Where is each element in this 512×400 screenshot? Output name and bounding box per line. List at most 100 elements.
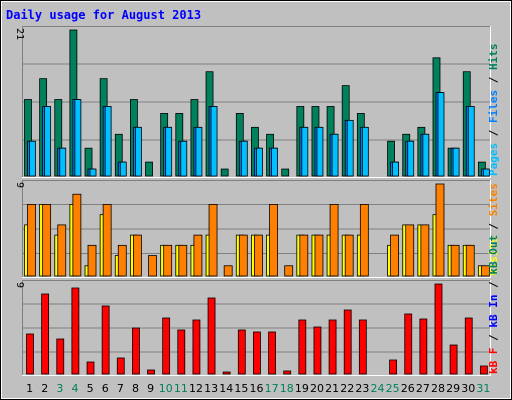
bar-hits-14 bbox=[220, 168, 229, 177]
bar-sites-9 bbox=[148, 255, 157, 277]
bar-sites-31 bbox=[480, 265, 490, 277]
bar-pages-1 bbox=[29, 140, 36, 177]
bar-sites-18 bbox=[284, 265, 294, 277]
x-tick-label: 18 bbox=[280, 382, 294, 395]
bar-kbf-31 bbox=[479, 365, 488, 375]
bar-pages-7 bbox=[119, 161, 127, 177]
legend-entry: kB F bbox=[487, 348, 500, 375]
x-tick-label: 26 bbox=[401, 382, 415, 395]
x-tick-label: 22 bbox=[340, 382, 354, 395]
bar-sites-29 bbox=[450, 244, 460, 277]
bar-sites-17 bbox=[269, 204, 278, 277]
bar-kbf-26 bbox=[404, 313, 413, 375]
bars-bottom bbox=[26, 283, 488, 375]
scale-label: 9 bbox=[14, 282, 25, 288]
x-tick-label: 17 bbox=[265, 382, 279, 395]
x-tick-label: 25 bbox=[386, 382, 400, 395]
bar-sites-2 bbox=[42, 204, 52, 277]
legend-entry: Pages bbox=[487, 143, 500, 176]
bar-sites-23 bbox=[359, 204, 369, 277]
bar-sites-26 bbox=[405, 224, 415, 277]
x-tick-label: 20 bbox=[310, 382, 324, 395]
bar-kbf-16 bbox=[253, 331, 261, 375]
x-tick-label: 5 bbox=[87, 382, 94, 395]
bar-kbf-9 bbox=[147, 369, 155, 375]
legend-entry: / bbox=[487, 275, 500, 295]
panel-middle: 9 Visits / Sites bbox=[14, 180, 500, 278]
bar-sites-22 bbox=[344, 234, 354, 277]
x-tick-label: 30 bbox=[461, 382, 475, 395]
bar-kbf-30 bbox=[464, 317, 473, 375]
bar-kbf-12 bbox=[192, 319, 201, 375]
legend-entry: Sites bbox=[487, 183, 500, 216]
x-tick-label: 27 bbox=[416, 382, 430, 395]
legend: Pages / Files / Hits bbox=[487, 44, 500, 177]
x-tick-label: 19 bbox=[295, 382, 309, 395]
x-tick-label: 10 bbox=[159, 382, 173, 395]
bar-kbf-3 bbox=[56, 338, 65, 375]
x-tick-label: 29 bbox=[446, 382, 460, 395]
bar-sites-8 bbox=[133, 234, 142, 277]
bar-sites-28 bbox=[435, 183, 445, 277]
bar-kbf-6 bbox=[101, 305, 110, 375]
bar-kbf-19 bbox=[298, 319, 307, 375]
legend-entry: kB In bbox=[487, 295, 500, 328]
x-tick-label: 12 bbox=[189, 382, 203, 395]
bar-pages-19 bbox=[301, 126, 309, 177]
bar-pages-25 bbox=[392, 161, 399, 177]
bar-sites-16 bbox=[254, 234, 263, 277]
bar-pages-29 bbox=[452, 147, 460, 177]
panel-bottom: 9 kB F / kB In / kB Out bbox=[14, 235, 500, 376]
bar-sites-5 bbox=[87, 244, 97, 277]
bar-kbf-21 bbox=[328, 319, 337, 375]
x-tick-label: 21 bbox=[325, 382, 339, 395]
bar-pages-17 bbox=[271, 147, 278, 177]
panel-top: 21 Pages / Files / Hits bbox=[14, 26, 500, 178]
bar-kbf-8 bbox=[132, 327, 140, 375]
bar-kbf-18 bbox=[283, 370, 292, 375]
legend-entry: / bbox=[487, 123, 500, 143]
legend: Visits / Sites bbox=[487, 183, 500, 276]
bar-kbf-1 bbox=[26, 333, 34, 375]
bar-pages-8 bbox=[135, 126, 142, 177]
bar-sites-20 bbox=[314, 234, 324, 277]
bars-middle bbox=[24, 183, 490, 277]
legend-entry: Files bbox=[487, 90, 500, 123]
bar-pages-2 bbox=[44, 106, 52, 177]
bar-kbf-15 bbox=[237, 329, 246, 375]
bar-kbf-10 bbox=[162, 317, 171, 375]
bar-pages-27 bbox=[422, 133, 430, 177]
bar-pages-13 bbox=[210, 106, 218, 177]
bar-kbf-13 bbox=[207, 297, 216, 375]
bar-kbf-22 bbox=[343, 309, 352, 375]
bar-sites-3 bbox=[57, 224, 67, 277]
bar-sites-12 bbox=[193, 234, 203, 277]
bar-kbf-17 bbox=[268, 331, 276, 375]
x-tick-label: 15 bbox=[234, 382, 248, 395]
bar-pages-30 bbox=[467, 106, 475, 177]
bar-pages-11 bbox=[180, 140, 188, 177]
bar-hits-9 bbox=[145, 161, 153, 177]
bar-pages-5 bbox=[89, 168, 97, 177]
bar-sites-30 bbox=[465, 244, 475, 277]
bar-sites-1 bbox=[27, 204, 36, 277]
bar-sites-27 bbox=[420, 224, 430, 277]
x-tick-label: 1 bbox=[26, 382, 33, 395]
bar-pages-12 bbox=[195, 126, 203, 177]
legend: kB F / kB In / kB Out bbox=[487, 235, 500, 374]
x-tick-label: 8 bbox=[132, 382, 139, 395]
bar-kbf-4 bbox=[71, 287, 80, 375]
bar-sites-25 bbox=[390, 234, 399, 277]
x-tick-label: 13 bbox=[204, 382, 218, 395]
bar-pages-20 bbox=[316, 126, 324, 177]
bar-kbf-20 bbox=[313, 326, 322, 375]
bar-sites-7 bbox=[117, 244, 127, 277]
bar-sites-14 bbox=[223, 265, 233, 277]
bar-kbf-14 bbox=[222, 371, 231, 375]
bar-sites-11 bbox=[178, 244, 188, 277]
x-tick-label: 28 bbox=[431, 382, 445, 395]
bar-kbf-25 bbox=[389, 359, 397, 375]
bar-pages-23 bbox=[361, 126, 369, 177]
x-tick-label: 4 bbox=[71, 382, 78, 395]
